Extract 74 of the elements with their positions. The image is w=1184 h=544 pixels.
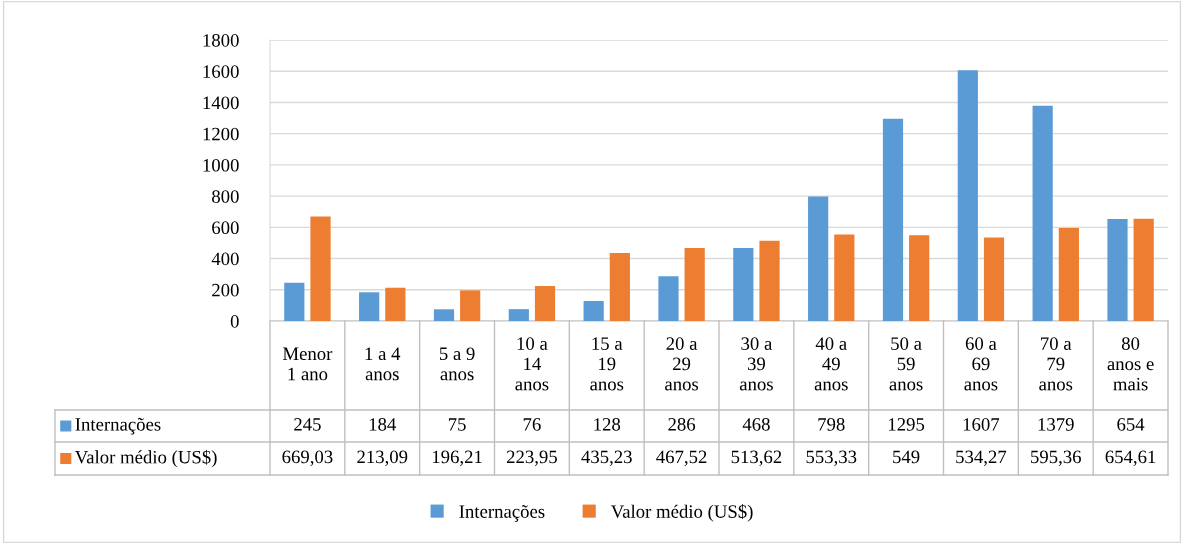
text: Valor médio (US$) [610,504,753,522]
y-tick-label: 1600 [203,65,239,78]
data-label: 435,23 [581,450,632,466]
bar [684,248,705,321]
bar [433,309,455,321]
data-label: 76 [523,418,541,431]
data-label: 468 [742,418,770,431]
y-tick-label: 800 [212,190,239,203]
x-tick-label: 80 anos e mais [1107,337,1154,391]
data-label: 654,61 [1105,450,1156,466]
data-label: 1379 [1038,418,1074,431]
bar [957,70,978,321]
data-label: 184 [369,418,397,431]
x-tick-label: 50 a 59 anos [889,337,923,391]
x-tick-label: 60 a 69 anos [964,337,998,391]
y-tick-label: 600 [212,221,239,235]
data-label: 1295 [888,418,925,431]
data-label: 128 [594,418,621,431]
bar [359,292,380,321]
bar [284,282,305,321]
bar [909,235,930,321]
bar [385,287,406,321]
x-tick-label: 15 a 19 anos [590,337,624,391]
y-tick-label: 1800 [203,34,239,47]
data-label: 286 [668,418,696,431]
data-label: 75 [448,418,466,431]
x-tick-label: Menor 1 ano [282,347,333,381]
x-tick-label: 10 a 14 anos [515,337,549,391]
bar [460,290,481,321]
text: Internações [459,505,545,522]
bar [609,253,630,321]
data-label: 595,36 [1031,450,1081,466]
bar [658,276,679,321]
x-tick-label: 5 a 9 anos [439,347,475,381]
data-label: 798 [818,418,845,431]
data-label: 467,52 [656,450,707,466]
bar [583,301,604,321]
bar [310,216,331,321]
data-label: 213,09 [357,450,408,466]
data-label: 196,21 [432,450,482,466]
data-label: 223,95 [506,450,557,466]
data-label: 654 [1117,418,1145,431]
bar [1133,218,1154,321]
legend-label: Internações [75,417,161,435]
bar [534,286,556,321]
data-label: 553,33 [806,450,857,466]
bar [1058,228,1079,321]
y-tick-label: 200 [212,283,239,297]
bar [1032,105,1053,321]
y-tick-label: 0 [230,315,239,328]
data-label: 513,62 [731,450,782,466]
y-tick-label: 1000 [203,158,239,172]
data-label: 245 [294,418,321,431]
x-tick-label: 70 a 79 anos [1039,337,1073,391]
y-tick-label: 1200 [203,127,239,141]
y-tick-label: 1400 [203,96,239,110]
bar [808,196,829,321]
data-label: 1607 [963,418,1000,431]
x-tick-label: 30 a 39 anos [739,337,773,391]
x-tick-label: 40 a 49 anos [814,337,848,391]
legend-label: Valor médio (US$) [74,449,217,468]
bar [983,237,1005,321]
bar [733,247,754,321]
bar [834,234,855,321]
y-tick-label: 400 [211,252,239,266]
bar [1107,218,1128,321]
data-label: 534,27 [956,450,1007,466]
bar [508,309,529,321]
x-tick-label: 1 a 4 anos [365,347,401,381]
x-tick-label: 20 a 29 anos [665,337,699,391]
bar [882,118,904,321]
bar [759,240,780,321]
data-label: 669,03 [282,450,333,466]
data-label: 549 [893,450,920,464]
